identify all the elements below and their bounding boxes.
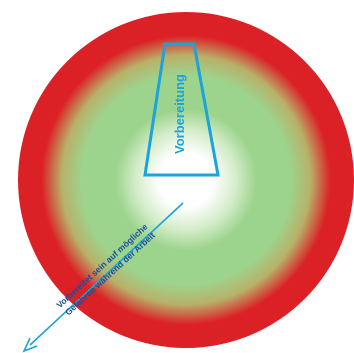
arrow-head-icon	[22, 337, 38, 353]
preparation-label: Vorbereitung	[172, 74, 187, 154]
arrow-line	[29, 202, 184, 346]
preparation-trapezoid	[143, 42, 220, 177]
hazard-rings	[18, 12, 354, 348]
